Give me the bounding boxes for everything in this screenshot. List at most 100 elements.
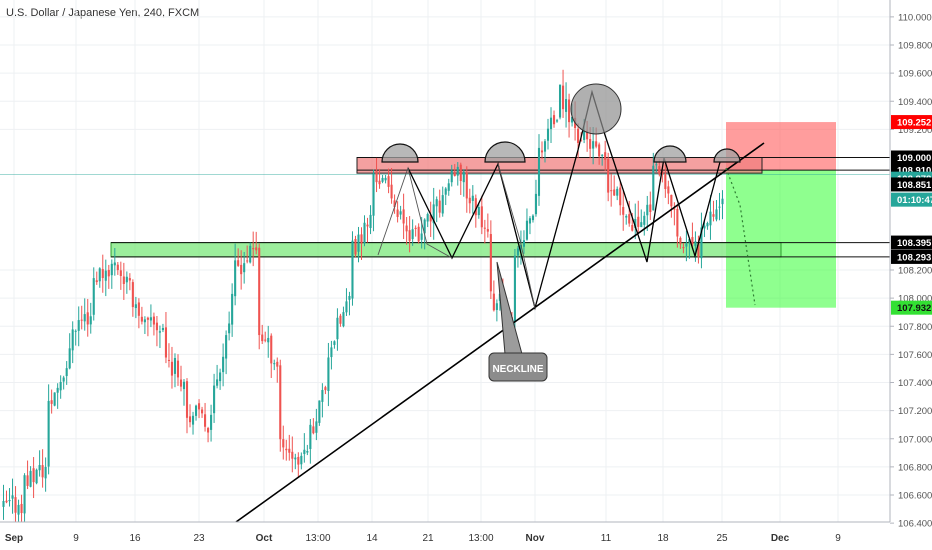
candle-body: [5, 500, 8, 503]
candle-body: [318, 400, 321, 423]
callout-pointer: [496, 261, 523, 355]
candle-body: [622, 207, 625, 215]
candle-body: [390, 184, 393, 199]
y-tick-label: 108.200: [898, 266, 932, 277]
candle-body: [607, 159, 610, 193]
candle-body: [393, 200, 396, 208]
candle-body: [471, 195, 474, 201]
y-tick-label: 107.600: [898, 350, 932, 361]
candle-body: [210, 414, 213, 430]
candle-body: [682, 246, 685, 249]
candle-body: [339, 315, 342, 324]
candle-body: [101, 269, 104, 279]
candle-body: [513, 255, 516, 322]
candle-body: [8, 500, 11, 502]
candle-body: [495, 303, 498, 310]
candle-body: [219, 372, 222, 382]
shoulder-arc: [484, 141, 526, 163]
candle-body: [300, 455, 303, 465]
price-badge-label: 107.932: [897, 303, 931, 314]
shoulder-arc: [653, 145, 687, 163]
candle-body: [216, 379, 219, 386]
candle-body: [155, 322, 158, 331]
x-tick-label: 23: [193, 533, 205, 544]
candle-body: [658, 166, 661, 175]
candle-body: [131, 282, 134, 308]
candle-body: [568, 99, 571, 123]
candle-body: [161, 327, 164, 331]
candle-body: [104, 270, 107, 281]
candle-body: [107, 269, 110, 277]
candle-body: [116, 264, 119, 271]
candle-body: [453, 172, 456, 176]
candle-body: [405, 225, 408, 232]
candle-body: [197, 403, 201, 410]
candle-body: [414, 227, 417, 230]
candle-body: [522, 240, 525, 247]
candle-body: [709, 211, 712, 226]
candle-body: [435, 199, 438, 207]
candle-body: [243, 263, 246, 273]
candle-body: [26, 475, 29, 486]
candle-body: [303, 449, 306, 455]
price-badge: [891, 192, 932, 207]
candle-body: [149, 317, 152, 321]
y-tick-label: 109.800: [898, 41, 932, 52]
take-profit-zone: [726, 170, 836, 308]
candle-body: [667, 186, 670, 194]
candle-body: [191, 415, 195, 425]
candle-body: [53, 392, 56, 406]
neckline-label: NECKLINE: [492, 364, 543, 375]
candle-body: [429, 214, 432, 222]
candle-body: [134, 304, 137, 309]
x-tick-label: 25: [716, 533, 728, 544]
y-tick-label: 107.200: [898, 406, 932, 417]
candle-body: [348, 296, 351, 300]
candle-body: [80, 319, 83, 321]
candle-body: [122, 276, 125, 284]
candle-body: [402, 209, 405, 224]
candle-body: [363, 222, 366, 244]
candle-body: [432, 204, 435, 224]
candle-body: [558, 84, 562, 118]
candle-body: [601, 154, 604, 156]
candle-body: [143, 319, 146, 323]
candle-body: [534, 193, 538, 215]
price-badge-label: 108.910: [897, 166, 931, 177]
candle-body: [285, 448, 288, 451]
candle-body: [213, 385, 216, 414]
candle-body: [480, 206, 483, 228]
candle-body: [492, 293, 495, 311]
candle-body: [137, 302, 140, 316]
candle-body: [423, 219, 426, 234]
candle-body: [411, 229, 414, 240]
pattern-line: [377, 166, 453, 259]
candle-body: [270, 335, 273, 364]
candle-body: [378, 180, 381, 185]
candle-body: [589, 139, 592, 149]
candle-body: [20, 503, 23, 514]
candle-body: [276, 361, 279, 367]
candle-body: [646, 204, 649, 216]
candle-body: [444, 188, 447, 195]
candle-body: [664, 174, 667, 190]
candle-body: [204, 414, 207, 427]
candle-body: [721, 198, 724, 205]
candle-body: [83, 314, 86, 322]
candle-body: [555, 120, 559, 122]
candle-body: [637, 216, 640, 227]
candle-body: [718, 206, 721, 208]
x-tick-label: Sep: [5, 533, 23, 544]
y-tick-label: 106.400: [898, 519, 932, 530]
candle-body: [417, 226, 420, 242]
candle-body: [546, 128, 550, 141]
candle-body: [77, 320, 80, 331]
candle-body: [249, 245, 252, 263]
candle-body: [23, 475, 26, 514]
candle-body: [670, 194, 673, 207]
candle-body: [264, 339, 267, 341]
candle-body: [237, 260, 240, 266]
candle-body: [673, 208, 676, 210]
